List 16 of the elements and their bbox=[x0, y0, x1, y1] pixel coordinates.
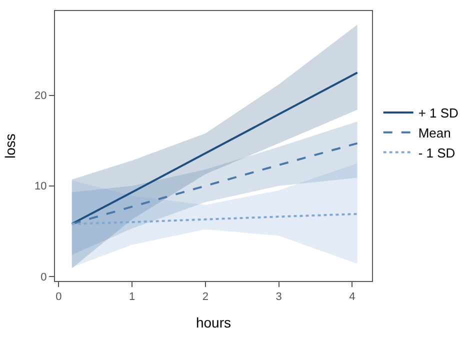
legend-label: Mean bbox=[418, 125, 451, 140]
line-series bbox=[70, 212, 358, 225]
x-tick-label: 0 bbox=[56, 291, 62, 304]
x-axis-title: hours bbox=[196, 314, 232, 330]
y-tick-label: 0 bbox=[40, 271, 47, 284]
line-series bbox=[70, 72, 358, 225]
x-tick-label: 4 bbox=[349, 291, 356, 304]
x-tick-label: 3 bbox=[276, 291, 282, 304]
x-tick-label: 2 bbox=[202, 291, 208, 304]
legend-label: - 1 SD bbox=[418, 145, 456, 160]
x-tick-label: 1 bbox=[128, 291, 136, 304]
y-axis-title: loss bbox=[2, 134, 18, 158]
y-tick-label: 10 bbox=[34, 180, 47, 193]
legend-label: + 1 SD bbox=[418, 106, 458, 121]
line-series bbox=[70, 142, 358, 225]
y-tick-label: 20 bbox=[34, 90, 47, 102]
